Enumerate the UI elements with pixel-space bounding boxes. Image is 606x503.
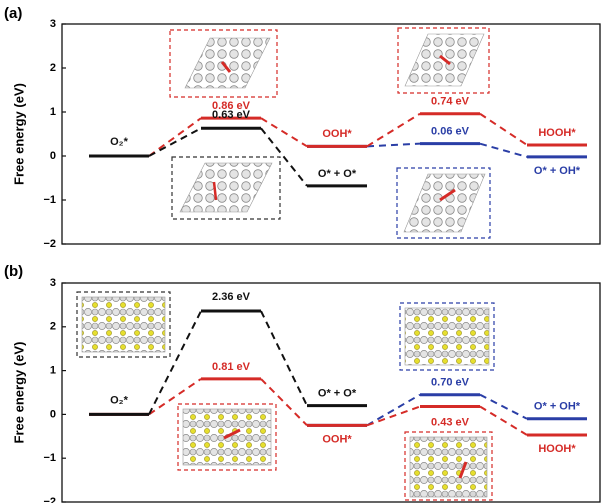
connector (367, 144, 420, 147)
barrier-label: 0.06 eV (431, 126, 470, 138)
y-tick-label: 3 (50, 18, 56, 30)
y-tick-label: 0 (50, 408, 56, 420)
state-label: HOOH* (538, 443, 576, 455)
y-tick-label: −2 (43, 238, 56, 250)
barrier-label: 0.74 eV (431, 96, 470, 108)
connector (367, 395, 420, 426)
y-axis-label: Free energy (eV) (11, 342, 26, 444)
barrier-label: 0.81 eV (212, 361, 251, 373)
state-label: O₂* (110, 394, 128, 406)
connector (149, 128, 201, 156)
figure: (a)Free energy (eV)−2−10123O₂*0.63 eVO* … (0, 0, 606, 503)
barrier-label: 0.43 eV (431, 416, 470, 428)
y-tick-label: −1 (43, 452, 56, 464)
state-label: O* + O* (318, 168, 357, 180)
panel-label: (b) (4, 263, 23, 280)
barrier-label: 2.36 eV (212, 291, 251, 303)
connector (261, 311, 307, 406)
panel-label: (a) (4, 5, 22, 22)
connector (367, 114, 420, 147)
connector (480, 407, 527, 435)
state-label: O* + OH* (534, 165, 581, 177)
page: {"chart_data": [ {"type": "energy", "pan… (0, 0, 606, 503)
y-tick-label: 1 (50, 106, 56, 118)
connector (261, 128, 307, 186)
state-label: O* + OH* (534, 401, 581, 413)
state-label: O* + O* (318, 388, 357, 400)
state-label: OOH* (322, 128, 352, 140)
state-label: O₂* (110, 136, 128, 148)
y-tick-label: −1 (43, 194, 56, 206)
y-tick-label: −2 (43, 496, 56, 503)
y-tick-label: 2 (50, 321, 56, 333)
state-label: OOH* (322, 433, 352, 445)
y-tick-label: 2 (50, 62, 56, 74)
y-tick-label: 1 (50, 365, 56, 377)
connector (480, 144, 527, 157)
connector (480, 114, 527, 145)
connector (480, 395, 527, 419)
y-tick-label: 0 (50, 150, 56, 162)
barrier-label: 0.70 eV (431, 377, 470, 389)
y-tick-label: 3 (50, 277, 56, 289)
y-axis-label: Free energy (eV) (11, 83, 26, 185)
state-label: HOOH* (538, 127, 576, 139)
connector (261, 118, 307, 146)
connector (149, 118, 201, 156)
barrier-label: 0.86 eV (212, 100, 251, 112)
